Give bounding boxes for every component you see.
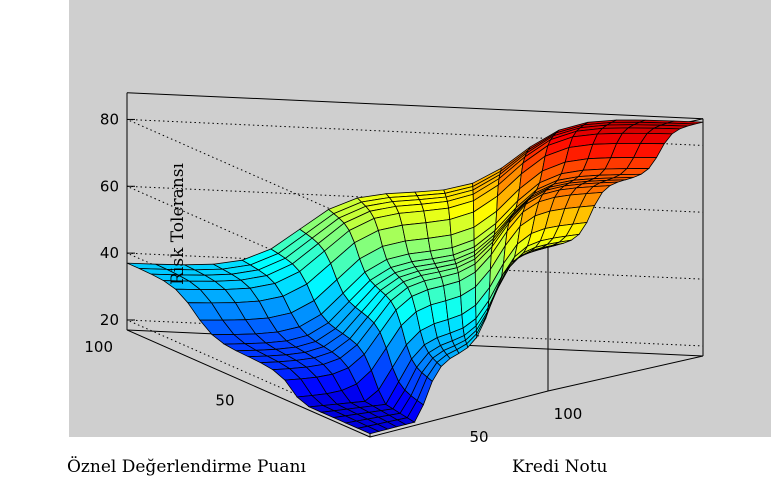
x-tick-label-50: 50 (469, 428, 488, 446)
y-axis-label: Öznel Değerlendirme Puanı (67, 456, 306, 477)
surface-face-19-0 (538, 245, 556, 251)
y-tick-label-50: 50 (215, 392, 234, 410)
z-tick-label-60: 60 (100, 177, 119, 195)
z-tick-label-20: 20 (100, 311, 119, 329)
surface-mesh (126, 119, 704, 435)
y-tick-label-100: 100 (84, 338, 113, 356)
axes-box-front (126, 329, 704, 438)
box-edge-left-bottom (126, 329, 371, 438)
gridline-left-z20 (126, 319, 371, 428)
gridline-left-z80 (126, 118, 371, 227)
tick-labels: 20 40 60 80 50 100 50 100 (84, 110, 582, 446)
gridline-back-z80 (126, 118, 704, 146)
x-tick-label-100: 100 (554, 405, 583, 423)
box-edge-right-bottom (547, 355, 704, 392)
x-axis-label: Kredi Notu (512, 457, 608, 477)
z-axis-label: Risk Toleransı (168, 163, 188, 285)
gridline-left-z60 (126, 185, 371, 294)
z-tick-label-80: 80 (100, 110, 119, 128)
z-tick-label-40: 40 (100, 244, 119, 262)
box-edge-front-bottom (369, 390, 549, 438)
surface-face-9-14 (401, 222, 429, 242)
box-edge-back-top (126, 92, 704, 120)
